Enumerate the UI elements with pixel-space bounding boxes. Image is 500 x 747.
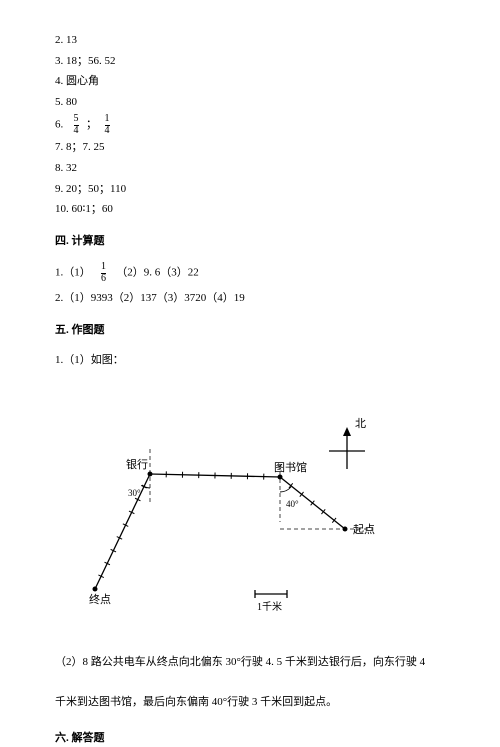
answer-prefix: 6. <box>55 119 63 131</box>
calc-line: 2.（1）9393（2）137（3）3720（4）19 <box>55 290 445 308</box>
section-heading-5: 五. 作图题 <box>55 322 445 340</box>
svg-text:30°: 30° <box>128 488 141 498</box>
fraction-den: 6 <box>101 273 106 285</box>
answer-line: 9. 20；50；110 <box>55 181 445 199</box>
drawing-description-1: （2）8 路公共电车从终点向北偏东 30°行驶 4. 5 千米到达银行后，向东行… <box>55 649 445 675</box>
section-heading-4: 四. 计算题 <box>55 233 445 251</box>
svg-text:终点: 终点 <box>89 592 111 606</box>
calc-suffix: （2）9. 6（3）22 <box>116 267 199 279</box>
separator: ； <box>86 119 97 131</box>
fraction-num: 1 <box>101 262 106 273</box>
route-diagram: 30° 40° 北银行 图书馆起点终点 1千米 <box>55 389 445 621</box>
answer-line: 2. 13 <box>55 32 445 50</box>
section-heading-6: 六. 解答题 <box>55 730 445 747</box>
fraction-den: 4 <box>74 125 79 137</box>
svg-text:40°: 40° <box>286 499 299 509</box>
answer-line: 4. 圆心角 <box>55 73 445 91</box>
answer-line: 6. 5 4 ； 1 4 <box>55 114 445 136</box>
svg-text:图书馆: 图书馆 <box>274 460 307 474</box>
fraction-num: 5 <box>74 114 79 125</box>
fraction: 1 6 <box>101 262 106 284</box>
answer-line: 10. 60∶1；60 <box>55 201 445 219</box>
fraction: 1 4 <box>105 114 110 136</box>
fraction-num: 1 <box>105 114 110 125</box>
answer-line: 5. 80 <box>55 94 445 112</box>
answer-line: 8. 32 <box>55 160 445 178</box>
fraction: 5 4 <box>74 114 79 136</box>
svg-text:银行: 银行 <box>126 457 148 471</box>
answer-line: 3. 18；56. 52 <box>55 53 445 71</box>
drawing-intro: 1.（1）如图： <box>55 352 445 370</box>
fraction-den: 4 <box>105 125 110 137</box>
route-svg: 30° 40° 北银行 图书馆起点终点 1千米 <box>55 389 415 614</box>
svg-text:1千米: 1千米 <box>257 600 282 613</box>
calc-prefix: 1.（1） <box>55 267 91 279</box>
answer-line: 7. 8；7. 25 <box>55 139 445 157</box>
calc-line: 1.（1） 1 6 （2）9. 6（3）22 <box>55 262 445 284</box>
drawing-description-2: 千米到达图书馆，最后向东偏南 40°行驶 3 千米回到起点。 <box>55 689 445 715</box>
svg-text:起点: 起点 <box>353 523 375 536</box>
svg-text:北: 北 <box>355 417 366 430</box>
